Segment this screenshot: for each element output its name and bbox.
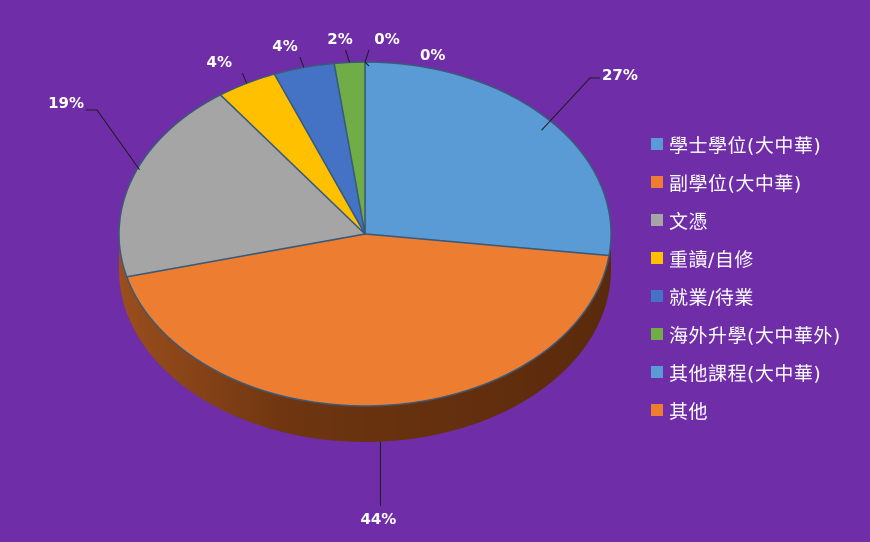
leader-line: [299, 56, 305, 68]
leader-line: [345, 49, 351, 63]
legend-label: 其他: [669, 400, 709, 423]
legend-label: 學士學位(大中華): [669, 134, 822, 157]
legend: 學士學位(大中華) 副學位(大中華) 文憑重讀/自修就業/待業海外升學(大中華外) 其…: [651, 125, 841, 429]
data-label: 2%: [327, 30, 352, 48]
data-label: 44%: [360, 510, 396, 528]
legend-item: 重讀/自修: [651, 239, 841, 277]
legend-label: 副學位(大中華): [669, 172, 802, 195]
legend-swatch: [651, 328, 663, 340]
pie-side-wall: [119, 234, 611, 442]
legend-label: 海外升學(大中華外): [669, 324, 841, 347]
legend-swatch: [651, 252, 663, 264]
legend-label: 重讀/自修: [669, 248, 754, 271]
slice-5: [333, 61, 366, 235]
leader-line: [541, 77, 600, 131]
slice-1: [125, 233, 610, 407]
slice-2: [118, 94, 366, 278]
legend-item: 海外升學(大中華外): [651, 315, 841, 353]
data-label: 4%: [272, 37, 297, 55]
legend-swatch: [651, 176, 663, 188]
leader-line: [364, 49, 370, 63]
legend-swatch: [651, 214, 663, 226]
legend-label: 就業/待業: [669, 286, 754, 309]
leader-line: [242, 72, 247, 84]
legend-swatch: [651, 138, 663, 150]
legend-swatch: [651, 290, 663, 302]
data-label: 0%: [420, 46, 445, 64]
data-label: 27%: [602, 66, 638, 84]
legend-label: 文憑: [669, 210, 709, 233]
legend-swatch: [651, 404, 663, 416]
data-label: 0%: [374, 30, 399, 48]
legend-swatch: [651, 366, 663, 378]
legend-item: 副學位(大中華): [651, 163, 841, 201]
legend-item: 文憑: [651, 201, 841, 239]
legend-item: 就業/待業: [651, 277, 841, 315]
leader-line: [86, 109, 140, 171]
legend-item: 學士學位(大中華): [651, 125, 841, 163]
slice-0: [364, 61, 612, 257]
legend-item: 其他課程(大中華): [651, 353, 841, 391]
leader-line: [364, 61, 370, 67]
legend-item: 其他: [651, 391, 841, 429]
data-label: 19%: [48, 94, 84, 112]
data-label: 4%: [207, 53, 232, 71]
legend-label: 其他課程(大中華): [669, 362, 822, 385]
